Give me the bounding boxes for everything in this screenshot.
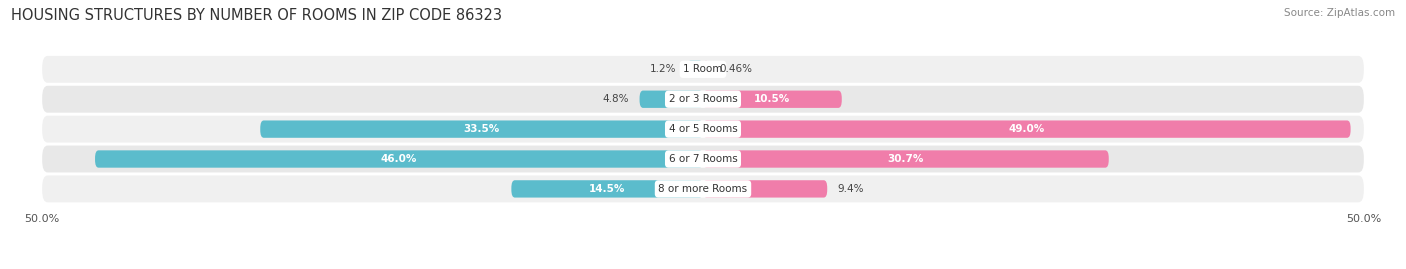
Text: 9.4%: 9.4%: [838, 184, 865, 194]
FancyBboxPatch shape: [42, 175, 1364, 202]
FancyBboxPatch shape: [640, 91, 703, 108]
Text: 1 Room: 1 Room: [683, 64, 723, 74]
Text: 2 or 3 Rooms: 2 or 3 Rooms: [669, 94, 737, 104]
Text: 1.2%: 1.2%: [650, 64, 676, 74]
Text: 4.8%: 4.8%: [603, 94, 628, 104]
FancyBboxPatch shape: [703, 61, 709, 78]
FancyBboxPatch shape: [512, 180, 703, 197]
Text: 30.7%: 30.7%: [887, 154, 924, 164]
Text: 46.0%: 46.0%: [381, 154, 418, 164]
Text: 6 or 7 Rooms: 6 or 7 Rooms: [669, 154, 737, 164]
Text: 10.5%: 10.5%: [754, 94, 790, 104]
FancyBboxPatch shape: [42, 56, 1364, 83]
FancyBboxPatch shape: [703, 150, 1109, 168]
Text: HOUSING STRUCTURES BY NUMBER OF ROOMS IN ZIP CODE 86323: HOUSING STRUCTURES BY NUMBER OF ROOMS IN…: [11, 8, 502, 23]
Text: 8 or more Rooms: 8 or more Rooms: [658, 184, 748, 194]
FancyBboxPatch shape: [703, 91, 842, 108]
FancyBboxPatch shape: [42, 86, 1364, 113]
FancyBboxPatch shape: [688, 61, 703, 78]
FancyBboxPatch shape: [260, 121, 703, 138]
Text: 0.46%: 0.46%: [720, 64, 752, 74]
FancyBboxPatch shape: [703, 121, 1351, 138]
FancyBboxPatch shape: [96, 150, 703, 168]
Text: 14.5%: 14.5%: [589, 184, 626, 194]
FancyBboxPatch shape: [42, 116, 1364, 143]
Text: 33.5%: 33.5%: [464, 124, 499, 134]
Text: Source: ZipAtlas.com: Source: ZipAtlas.com: [1284, 8, 1395, 18]
Text: 4 or 5 Rooms: 4 or 5 Rooms: [669, 124, 737, 134]
FancyBboxPatch shape: [703, 180, 827, 197]
FancyBboxPatch shape: [42, 146, 1364, 172]
Text: 49.0%: 49.0%: [1008, 124, 1045, 134]
